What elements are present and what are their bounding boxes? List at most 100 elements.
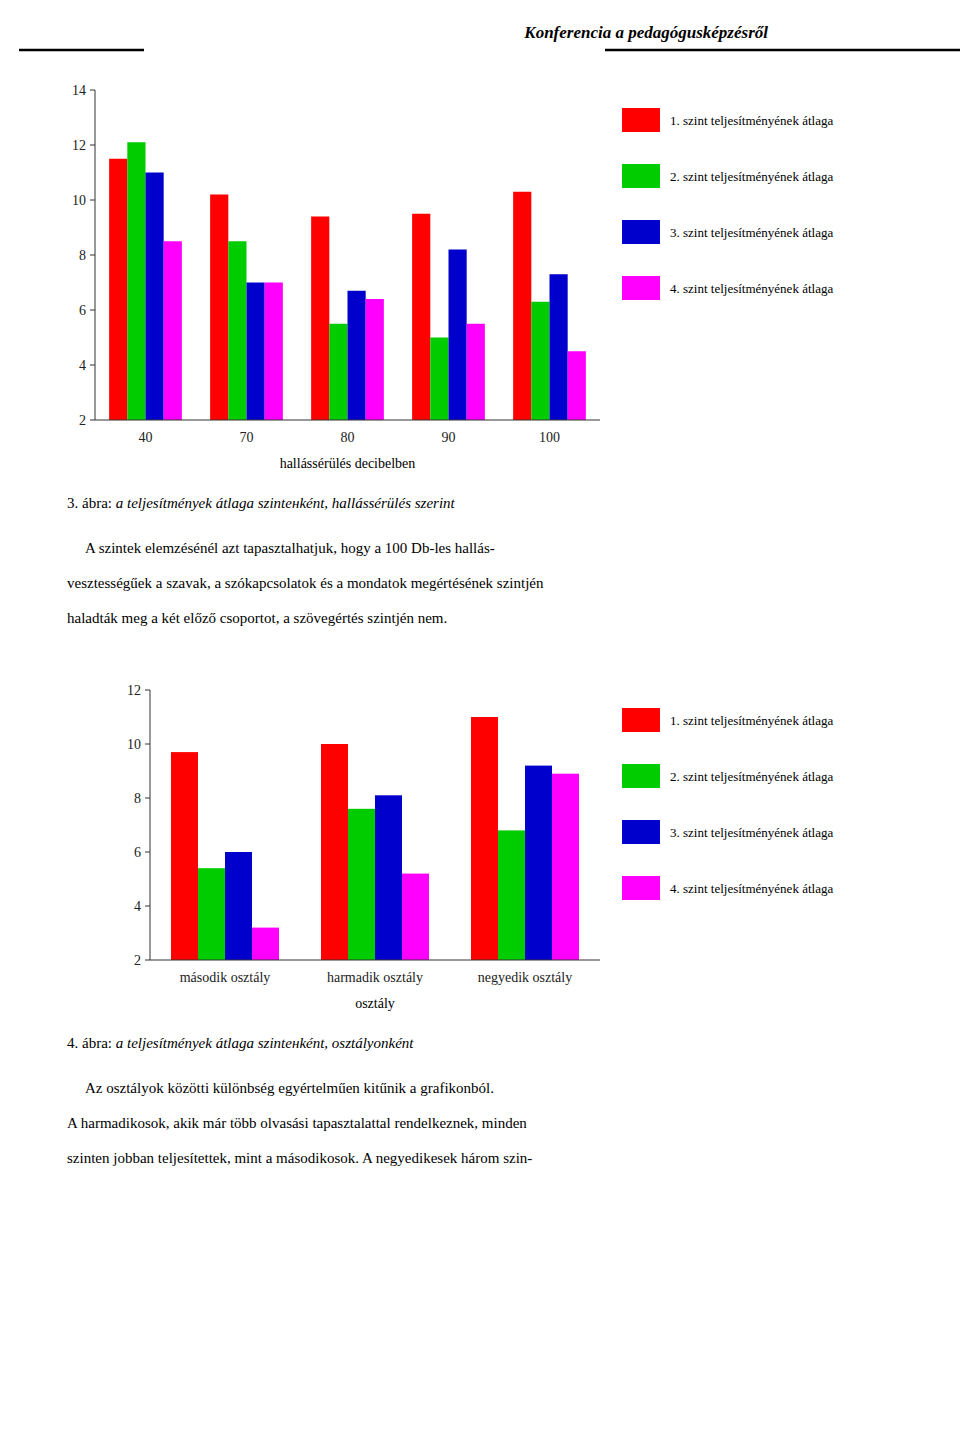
bar	[525, 766, 552, 960]
y-tick	[145, 852, 150, 853]
legend-swatch	[622, 820, 660, 844]
x-tick-label: második osztály	[180, 970, 271, 985]
legend-swatch	[622, 708, 660, 732]
legend-label: 3. szint teljesítményének átlaga	[670, 225, 833, 240]
x-axis-label: osztály	[355, 996, 395, 1011]
body-text: haladták meg a két előző csoportot, a sz…	[67, 610, 447, 626]
body-text: szinten jobban teljesítettek, mint a más…	[67, 1150, 532, 1166]
bar	[210, 195, 228, 421]
header-rule	[605, 49, 960, 52]
bar	[146, 173, 164, 421]
legend-swatch	[622, 108, 660, 132]
y-tick	[145, 690, 150, 691]
chart: 246810121440708090100hallássérülés decib…	[67, 83, 833, 626]
header: Konferencia a pedagógusképzésről	[523, 23, 768, 42]
bar	[550, 274, 568, 420]
y-tick	[90, 310, 95, 311]
y-tick	[90, 365, 95, 366]
y-tick	[90, 420, 95, 421]
page: Konferencia a pedagógusképzésről 2 4 6 8 10 12…	[0, 0, 960, 1430]
bar	[225, 852, 252, 960]
bar	[228, 241, 246, 420]
bar	[402, 874, 429, 960]
y-tick-label: 4	[134, 899, 141, 914]
y-tick	[145, 906, 150, 907]
y-tick-label: 12	[127, 683, 141, 698]
legend: 1. szint teljesítményének átlaga2. szint…	[622, 108, 833, 300]
legend-label: 4. szint teljesítményének átlaga	[670, 881, 833, 896]
y-tick-label: 4	[79, 358, 86, 373]
y-tick-label: 8	[134, 791, 141, 806]
bar	[171, 752, 198, 960]
x-tick-label: 80	[341, 430, 355, 445]
bar	[127, 142, 145, 420]
bar	[198, 868, 225, 960]
y-tick	[90, 200, 95, 201]
bar	[109, 159, 127, 420]
body-text: vesztességűek a szavak, a szókapcsolatok…	[67, 575, 544, 591]
bar	[348, 809, 375, 960]
y-tick	[145, 960, 150, 961]
y-tick-label: 2	[134, 953, 141, 968]
x-axis	[95, 420, 600, 421]
legend-swatch	[622, 164, 660, 188]
y-tick-label: 12	[72, 138, 86, 153]
x-tick-label: 100	[539, 430, 560, 445]
bar	[329, 324, 347, 420]
bars	[109, 142, 586, 420]
legend-swatch	[622, 876, 660, 900]
bar	[348, 291, 366, 420]
y-axis	[150, 690, 151, 960]
x-axis	[150, 960, 600, 961]
bars	[171, 717, 579, 960]
y-tick	[145, 744, 150, 745]
x-tick-label: harmadik osztály	[327, 970, 423, 985]
y-tick-label: 10	[72, 193, 86, 208]
bar	[247, 283, 265, 421]
y-tick-label: 10	[127, 737, 141, 752]
bar	[568, 351, 586, 420]
caption: 3. ábra: a teljesítmények átlaga szintен…	[67, 495, 456, 511]
legend: 1. szint teljesítményének átlaga2. szint…	[622, 708, 833, 900]
bar	[430, 338, 448, 421]
y-tick-label: 6	[79, 303, 86, 318]
legend-label: 1. szint teljesítményének átlaga	[670, 113, 833, 128]
bar	[412, 214, 430, 420]
caption-text: a teljesítmények átlaga szintенként, hal…	[116, 495, 456, 511]
y-tick	[90, 90, 95, 91]
y-tick	[90, 255, 95, 256]
y-tick	[90, 145, 95, 146]
legend-label: 3. szint teljesítményének átlaga	[670, 825, 833, 840]
y-tick-label: 2	[79, 413, 86, 428]
chart: 2 4 6 8 10 12 második osztály harmadik osztály n…	[67, 683, 833, 1166]
bar	[531, 302, 549, 420]
bar	[449, 250, 467, 421]
legend-swatch	[622, 276, 660, 300]
header-rule	[19, 49, 144, 52]
body-text: A harmadikosok, akik már több olvasási t…	[67, 1115, 527, 1131]
bar	[311, 217, 329, 421]
caption-number: 4. ábra:	[67, 1035, 116, 1051]
bar	[498, 830, 525, 960]
legend-swatch	[622, 220, 660, 244]
x-axis-label: hallássérülés decibelben	[280, 456, 416, 471]
x-tick-label: 70	[240, 430, 254, 445]
bar	[471, 717, 498, 960]
bar	[252, 928, 279, 960]
y-tick-label: 8	[79, 248, 86, 263]
bar	[375, 795, 402, 960]
x-tick-label: 90	[442, 430, 456, 445]
legend-swatch	[622, 764, 660, 788]
bar	[467, 324, 485, 420]
bar	[552, 774, 579, 960]
caption-text: a teljesítmények átlaga szintенként, osz…	[116, 1035, 415, 1051]
bar	[366, 299, 384, 420]
bar	[513, 192, 531, 420]
background	[0, 0, 960, 1430]
x-tick-label: 40	[139, 430, 153, 445]
x-tick-label: negyedik osztály	[478, 970, 572, 985]
y-tick-label: 6	[134, 845, 141, 860]
bar	[265, 283, 283, 421]
legend-label: 4. szint teljesítményének átlaga	[670, 281, 833, 296]
caption-number: 3. ábra:	[67, 495, 116, 511]
